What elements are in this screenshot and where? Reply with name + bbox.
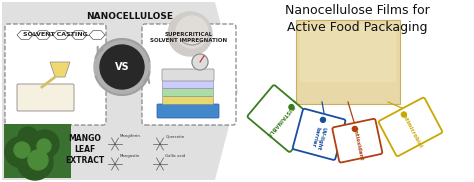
- Circle shape: [352, 126, 357, 131]
- FancyBboxPatch shape: [163, 80, 213, 88]
- Circle shape: [100, 45, 144, 89]
- FancyBboxPatch shape: [5, 24, 106, 125]
- Circle shape: [176, 16, 208, 48]
- Text: VS: VS: [115, 62, 129, 72]
- Circle shape: [28, 150, 48, 170]
- Text: Gallic acid: Gallic acid: [165, 154, 185, 158]
- Polygon shape: [2, 2, 238, 180]
- Text: SOLVENT CASTING: SOLVENT CASTING: [23, 32, 87, 37]
- Text: NANOCELLULOSE: NANOCELLULOSE: [86, 12, 173, 21]
- Circle shape: [17, 144, 53, 180]
- FancyBboxPatch shape: [293, 109, 346, 160]
- FancyBboxPatch shape: [17, 84, 74, 111]
- Circle shape: [31, 130, 59, 158]
- FancyBboxPatch shape: [142, 24, 236, 125]
- Text: Nanocellulose Films for
Active Food Packaging: Nanocellulose Films for Active Food Pack…: [284, 4, 429, 34]
- Text: Mangostin: Mangostin: [120, 154, 140, 158]
- Circle shape: [168, 12, 212, 56]
- Circle shape: [18, 127, 38, 147]
- Circle shape: [192, 54, 208, 70]
- Circle shape: [37, 139, 51, 153]
- Text: SUPERCRITICAL
SOLVENT IMPREGNATION: SUPERCRITICAL SOLVENT IMPREGNATION: [150, 32, 228, 43]
- FancyBboxPatch shape: [163, 88, 213, 96]
- FancyBboxPatch shape: [300, 24, 396, 82]
- Text: Antioxidant: Antioxidant: [352, 126, 364, 161]
- FancyBboxPatch shape: [296, 20, 400, 104]
- Text: Quercetin: Quercetin: [165, 134, 184, 138]
- Circle shape: [401, 112, 406, 117]
- FancyBboxPatch shape: [4, 124, 71, 178]
- Polygon shape: [50, 62, 70, 77]
- FancyBboxPatch shape: [379, 98, 442, 156]
- Text: SUSTAINABLE: SUSTAINABLE: [265, 104, 295, 138]
- Circle shape: [289, 105, 294, 110]
- Circle shape: [94, 39, 150, 95]
- Text: UV-light
barrier: UV-light barrier: [310, 124, 327, 150]
- FancyBboxPatch shape: [162, 69, 214, 81]
- Circle shape: [320, 117, 326, 122]
- Text: Antimicrobial: Antimicrobial: [400, 111, 423, 149]
- FancyBboxPatch shape: [247, 85, 316, 152]
- FancyBboxPatch shape: [157, 104, 219, 118]
- FancyBboxPatch shape: [332, 119, 382, 163]
- Circle shape: [14, 142, 30, 158]
- FancyBboxPatch shape: [163, 96, 213, 104]
- Text: MANGO
LEAF
EXTRACT: MANGO LEAF EXTRACT: [65, 134, 105, 165]
- Circle shape: [5, 137, 35, 167]
- Text: Mangiferin: Mangiferin: [119, 134, 140, 138]
